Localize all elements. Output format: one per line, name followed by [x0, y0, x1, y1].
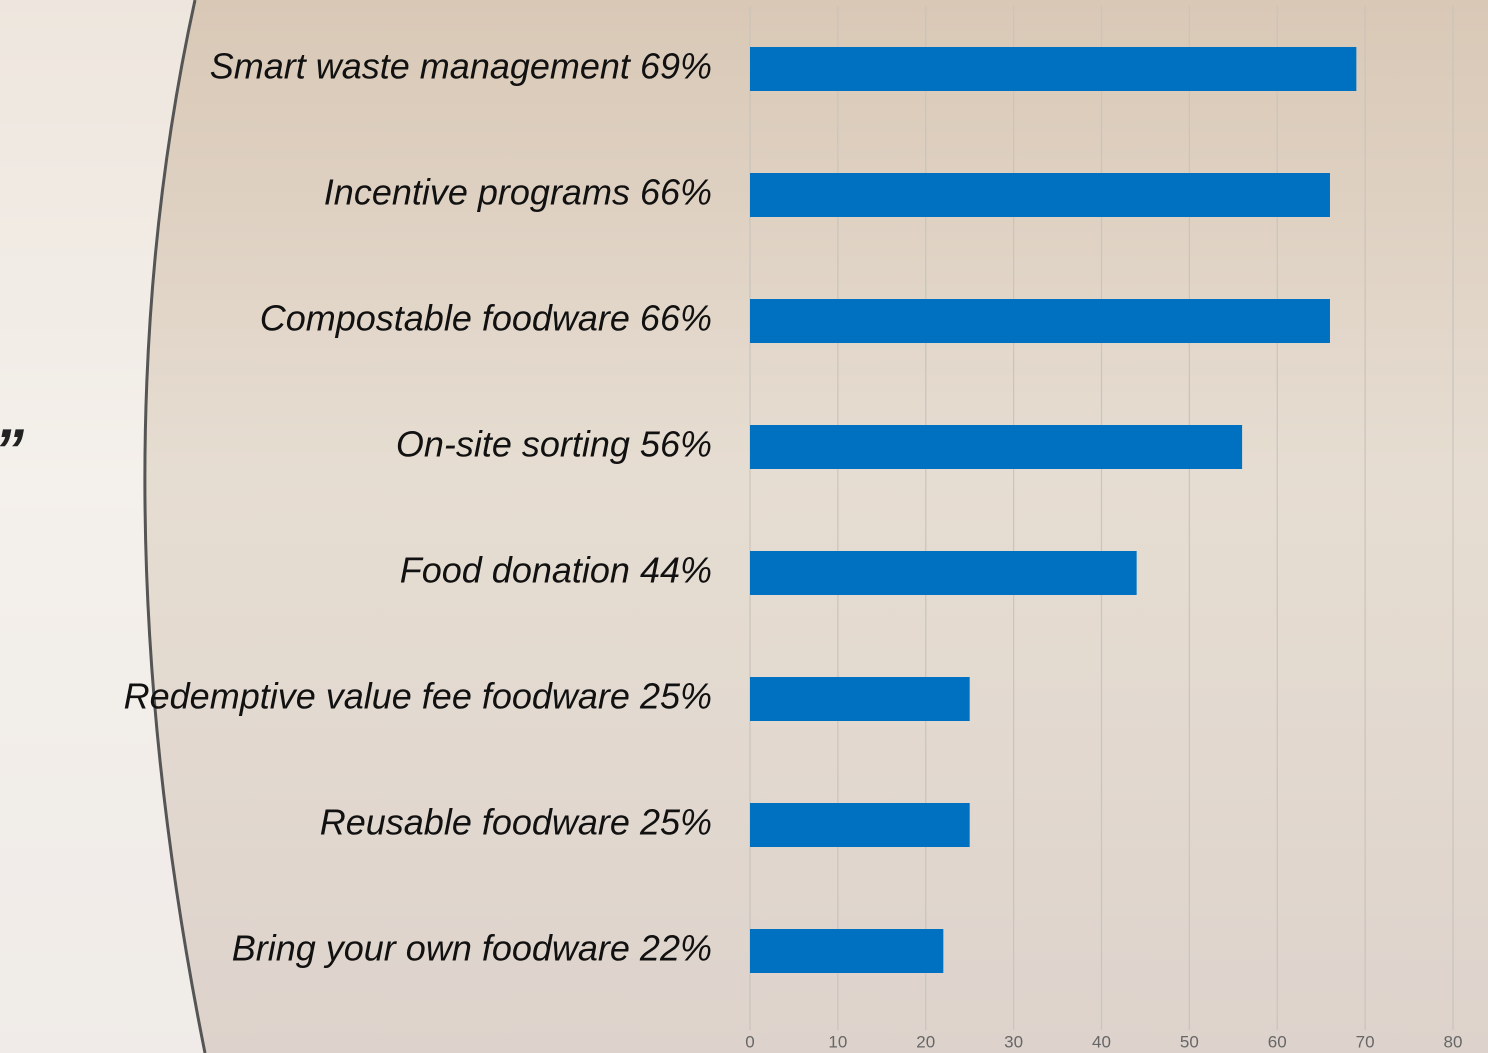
y-tick-label: Incentive programs 66% [324, 172, 712, 213]
y-tick-label: Food donation 44% [400, 550, 712, 591]
bar [750, 425, 1243, 469]
bar [750, 803, 970, 847]
x-tick-label: 60 [1268, 1032, 1287, 1051]
x-tick-label: 80 [1444, 1032, 1463, 1051]
panel-edge [143, 0, 207, 1053]
x-tick-label: 10 [828, 1032, 847, 1051]
bar [750, 929, 944, 973]
y-tick-label: Reusable foodware 25% [320, 802, 712, 843]
bar [750, 299, 1330, 343]
x-tick-label: 30 [1004, 1032, 1023, 1051]
bar [750, 677, 970, 721]
x-tick-label: 50 [1180, 1032, 1199, 1051]
bar [750, 551, 1137, 595]
y-tick-label: On-site sorting 56% [396, 424, 712, 465]
bar [750, 47, 1357, 91]
y-tick-label: Bring your own foodware 22% [232, 928, 712, 969]
y-tick-label: Smart waste management 69% [210, 46, 712, 87]
y-tick-label: Redemptive value fee foodware 25% [124, 676, 712, 717]
quote-mark: ” [0, 417, 24, 484]
bar [750, 173, 1330, 217]
x-tick-label: 0 [745, 1032, 754, 1051]
y-tick-label: Compostable foodware 66% [260, 298, 712, 339]
x-tick-label: 20 [916, 1032, 935, 1051]
x-tick-label: 40 [1092, 1032, 1111, 1051]
x-tick-label: 70 [1356, 1032, 1375, 1051]
